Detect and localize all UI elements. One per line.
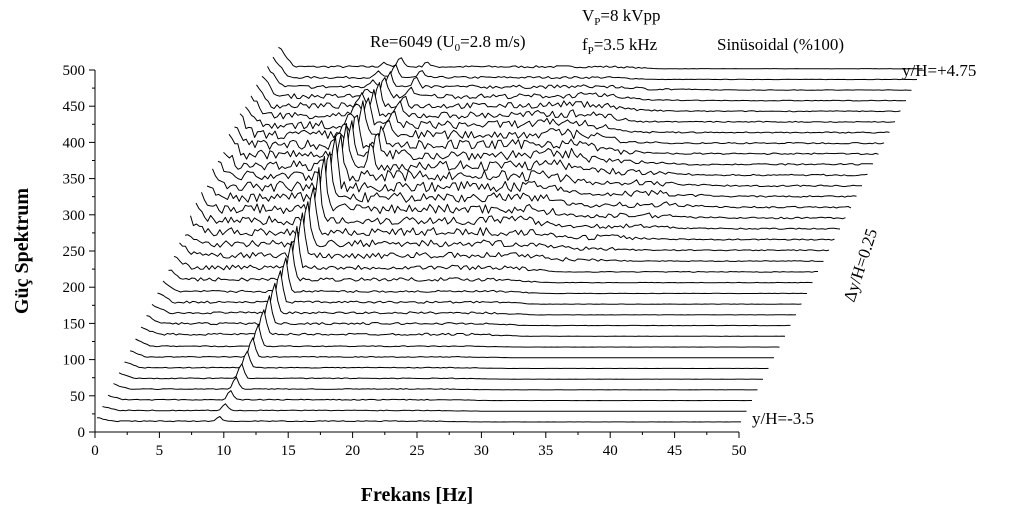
spectrum-trace: [239, 100, 885, 145]
annotation-frequency: fP=3.5 kHz: [582, 35, 658, 57]
trace-mask: [201, 156, 846, 220]
annotation-reynolds: Re=6049 (U0=2.8 m/s): [370, 32, 525, 54]
spectrum-trace: [151, 282, 797, 316]
annotation-voltage: VP=8 kVpp: [582, 6, 661, 28]
y-tick-label: 150: [63, 316, 86, 332]
trace-mask: [212, 136, 857, 199]
spectrum-trace: [107, 390, 752, 402]
y-tick-label: 350: [63, 172, 86, 188]
reynolds-sub: 0: [455, 42, 461, 54]
reynolds-main: Re=6049 (U: [370, 32, 455, 51]
reynolds-tail: =2.8 m/s): [460, 32, 525, 51]
trace-mask: [185, 201, 829, 252]
trace-mask: [190, 187, 835, 242]
y-tick-label: 450: [63, 99, 86, 115]
trace-mask: [251, 89, 895, 124]
trace-mask: [273, 57, 917, 81]
trace-mask: [124, 351, 769, 370]
trace-mask: [240, 100, 884, 145]
spectrum-trace: [157, 270, 802, 305]
spectrum-trace: [124, 350, 769, 369]
freq-sub: P: [588, 45, 594, 57]
spectrum-trace: [118, 363, 763, 380]
x-tick-label: 0: [91, 443, 99, 459]
trace-mask: [223, 123, 868, 177]
trace-mask: [157, 270, 802, 306]
spectrum-traces: [96, 46, 923, 423]
trace-mask: [229, 120, 873, 167]
voltage-main: V: [582, 6, 595, 25]
x-tick-label: 35: [538, 443, 553, 459]
y-tick-label: 0: [78, 425, 86, 441]
spectrum-trace: [173, 225, 818, 273]
voltage-tail: =8 kVpp: [600, 6, 660, 25]
trace-mask: [245, 97, 890, 135]
annotation-waveform: Sinüsoidal (%100): [717, 35, 844, 54]
trace-mask: [174, 226, 818, 274]
spectrum-trace: [146, 295, 791, 327]
y-tick-label: 50: [70, 389, 85, 405]
annotation-step: Δy/H=0.25: [840, 226, 881, 304]
trace-mask: [234, 115, 879, 156]
spectrum-trace: [261, 75, 907, 102]
spectrum-trace: [96, 416, 741, 423]
spectrum-trace: [267, 66, 912, 91]
spectrum-trace: [102, 403, 747, 412]
annotation-bottom-trace: y/H=-3.5: [752, 409, 814, 428]
x-tick-label: 25: [410, 443, 425, 459]
trace-mask: [163, 257, 807, 295]
spectrum-trace: [129, 337, 774, 359]
spectrum-trace: [278, 46, 923, 70]
trace-mask: [130, 337, 774, 359]
x-tick-label: 5: [156, 443, 164, 459]
trace-mask: [152, 283, 796, 316]
x-ticks: 0 5 10 15 20 25 30 35 40 45 50: [91, 432, 747, 459]
spectrum-trace: [135, 324, 780, 348]
spectrum-trace: [256, 82, 901, 113]
x-tick-label: 15: [281, 443, 296, 459]
freq-main: f: [582, 35, 588, 54]
trace-mask: [119, 363, 763, 381]
trace-mask: [267, 66, 912, 92]
spectrum-trace: [245, 97, 890, 134]
spectrum-trace: [184, 201, 830, 252]
x-tick-label: 20: [345, 443, 360, 459]
x-tick-label: 10: [216, 443, 231, 459]
y-tick-label: 500: [63, 63, 86, 79]
spectrum-trace: [113, 376, 758, 391]
y-tick-label: 200: [63, 280, 86, 296]
x-tick-label: 30: [474, 443, 489, 459]
annotation-top-trace: y/H=+4.75: [902, 61, 976, 80]
y-axis-title: Güç Spektrum: [11, 188, 33, 314]
y-tick-label: 400: [63, 135, 86, 151]
x-tick-label: 50: [732, 443, 747, 459]
y-tick-label: 300: [63, 208, 86, 224]
voltage-sub: P: [594, 16, 600, 28]
y-tick-label: 250: [63, 244, 86, 260]
spectrum-trace: [272, 56, 918, 81]
spectrum-trace: [250, 89, 896, 123]
spectrum-trace: [140, 309, 786, 337]
freq-tail: =3.5 kHz: [594, 35, 658, 54]
trace-mask: [207, 152, 851, 209]
y-ticks: 0 50 100 150 200 250 300 350 400 450 500: [63, 63, 95, 441]
x-axis-title: Frekans [Hz]: [361, 484, 473, 506]
spectrum-trace: [179, 212, 824, 262]
spectrum-trace: [168, 241, 813, 284]
x-tick-label: 45: [667, 443, 682, 459]
spectrum-trace: [234, 114, 879, 155]
trace-mask: [146, 295, 791, 327]
spectrum-trace: [162, 257, 807, 295]
x-tick-label: 40: [603, 443, 618, 459]
y-tick-label: 100: [63, 353, 86, 369]
